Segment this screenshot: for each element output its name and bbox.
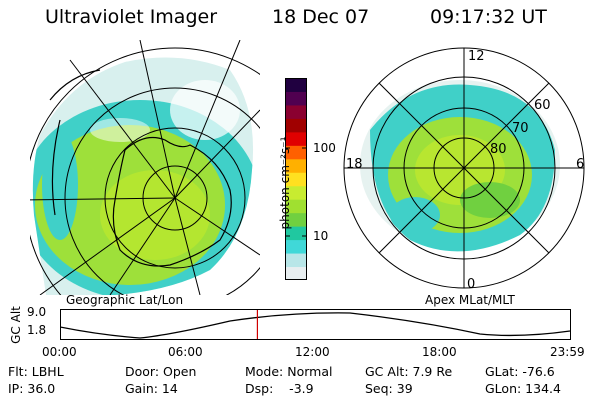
mlt-label-6: 6	[576, 157, 584, 172]
observation-date: 18 Dec 07	[272, 6, 370, 28]
colorbar-band	[285, 266, 307, 280]
lat-label-60: 60	[534, 98, 551, 113]
sequence-status: Seq: 39	[365, 381, 413, 396]
colorbar-band	[285, 253, 307, 268]
mlt-label-18: 18	[346, 157, 363, 172]
time-tick-1200: 12:00	[295, 345, 330, 359]
colorbar-tick-10: 10	[313, 229, 329, 243]
colorbar-band	[285, 226, 307, 241]
observation-time: 09:17:32 UT	[430, 6, 547, 28]
dsp-status: Dsp: -3.9	[245, 381, 314, 396]
colorbar-band	[285, 131, 307, 146]
altitude-axis-label: GC Alt	[9, 306, 23, 344]
time-tick-1800: 18:00	[422, 345, 457, 359]
ip-status: IP: 36.0	[8, 381, 56, 396]
geo-latitude: GLat: -76.6	[485, 364, 555, 379]
magnetic-map: 12 18 6 0 60 70 80	[343, 47, 585, 292]
colorbar-band	[285, 158, 307, 173]
lat-label-80: 80	[490, 142, 507, 157]
colorbar-band	[285, 91, 307, 106]
colorbar	[285, 78, 307, 280]
colorbar-unit-label: photon cm⁻²s⁻¹	[278, 136, 292, 230]
gain-status: Gain: 14	[125, 381, 178, 396]
mlt-label-0: 0	[467, 277, 475, 292]
colorbar-band	[285, 185, 307, 200]
altitude-status: GC Alt: 7.9 Re	[365, 364, 453, 379]
colorbar-band	[285, 118, 307, 133]
altitude-curve	[60, 312, 571, 339]
lat-label-70: 70	[512, 121, 529, 136]
door-status: Door: Open	[125, 364, 197, 379]
geographic-map-caption: Geographic Lat/Lon	[66, 293, 184, 307]
colorbar-band	[285, 145, 307, 160]
time-tick-0000: 00:00	[42, 345, 77, 359]
filter-status: Flt: LBHL	[8, 364, 64, 379]
time-tick-2359: 23:59	[550, 345, 585, 359]
geo-longitude: GLon: 134.4	[485, 381, 561, 396]
colorbar-band	[285, 212, 307, 227]
geographic-map	[30, 40, 260, 295]
colorbar-band	[285, 199, 307, 214]
colorbar-band	[285, 104, 307, 119]
colorbar-tick-100: 100	[313, 141, 336, 155]
colorbar-band	[285, 78, 307, 92]
altitude-plot	[60, 309, 571, 340]
altitude-tick-min: 1.8	[27, 323, 47, 337]
colorbar-band	[285, 239, 307, 254]
instrument-title: Ultraviolet Imager	[45, 6, 218, 28]
colorbar-band	[285, 172, 307, 187]
antarctica-coastline	[112, 137, 232, 267]
mode-status: Mode: Normal	[245, 364, 333, 379]
time-tick-0600: 06:00	[168, 345, 203, 359]
magnetic-map-caption: Apex MLat/MLT	[425, 293, 515, 307]
altitude-tick-max: 9.0	[27, 305, 47, 319]
mlt-label-12: 12	[468, 49, 485, 64]
